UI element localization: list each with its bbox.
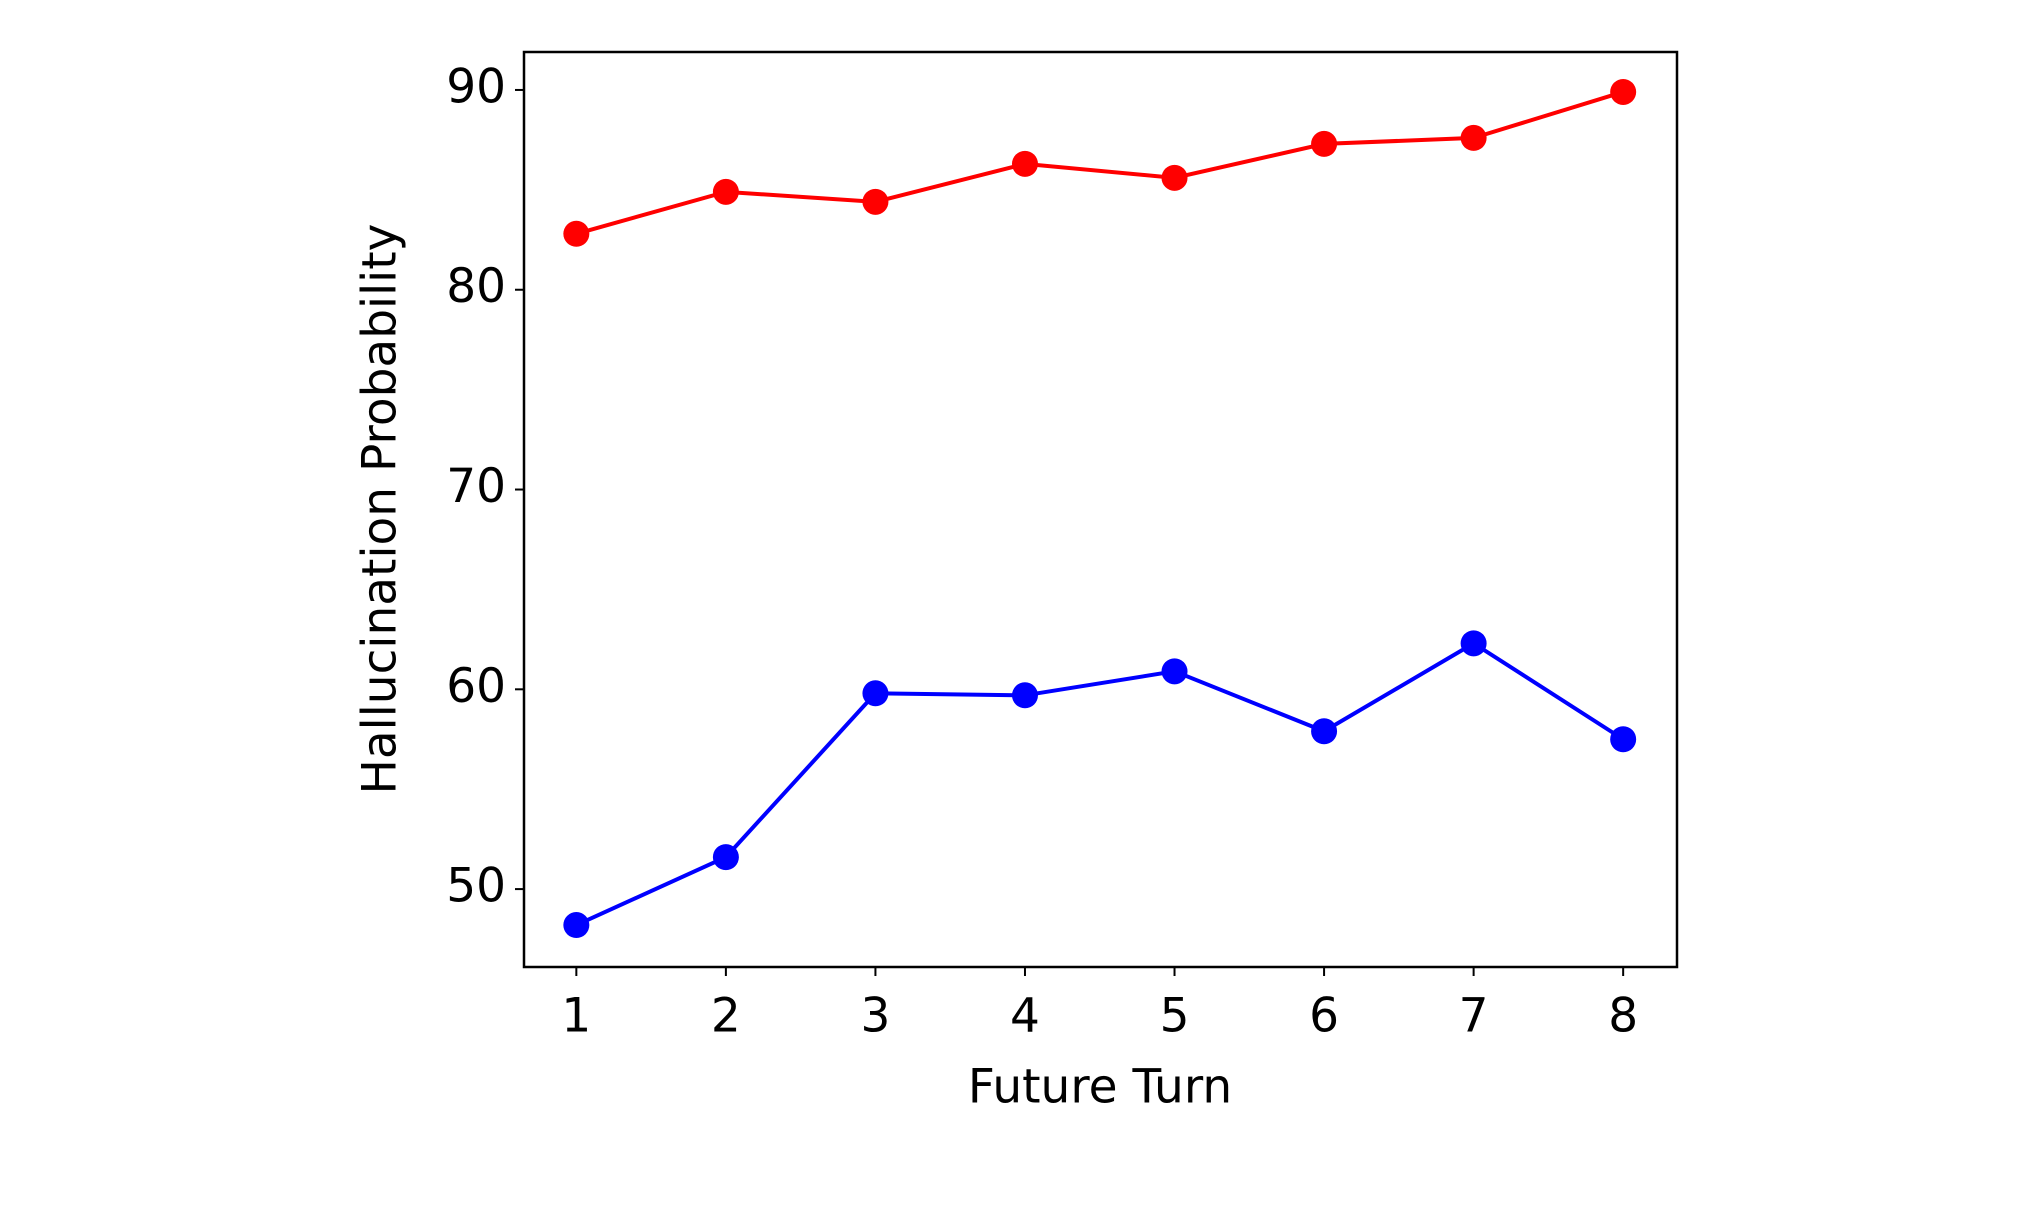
marker	[1460, 124, 1487, 151]
x-tick-label: 5	[1160, 989, 1190, 1044]
marker	[712, 844, 739, 871]
series-line	[575, 641, 1625, 927]
marker	[1460, 630, 1487, 657]
marker	[712, 178, 739, 205]
x-axis-label: Future Turn	[968, 1060, 1232, 1115]
marker	[862, 188, 889, 215]
x-tick-label: 7	[1459, 989, 1489, 1044]
marker	[1161, 164, 1188, 191]
plot-frame	[522, 50, 1679, 969]
x-tick-label: 3	[860, 989, 890, 1044]
marker	[862, 680, 889, 707]
y-tick-label: 90	[446, 59, 506, 114]
marker	[563, 220, 590, 247]
x-tick-label: 2	[711, 989, 741, 1044]
x-tick-label: 4	[1010, 989, 1040, 1044]
x-tick-label: 1	[561, 989, 591, 1044]
y-axis-label: Hallucination Probability	[353, 224, 408, 795]
marker	[1610, 726, 1637, 753]
marker	[1311, 130, 1338, 157]
marker	[1011, 682, 1038, 709]
y-tick-label: 60	[446, 659, 506, 714]
y-tick-label: 70	[446, 459, 506, 514]
y-tick-label: 80	[446, 259, 506, 314]
y-tick-label: 50	[446, 859, 506, 914]
x-tick-label: 6	[1309, 989, 1339, 1044]
marker	[563, 912, 590, 939]
marker	[1011, 150, 1038, 177]
x-tick-label: 8	[1608, 989, 1638, 1044]
marker	[1311, 718, 1338, 745]
series-line	[575, 90, 1624, 236]
marker	[1161, 658, 1188, 685]
marker	[1610, 78, 1637, 105]
